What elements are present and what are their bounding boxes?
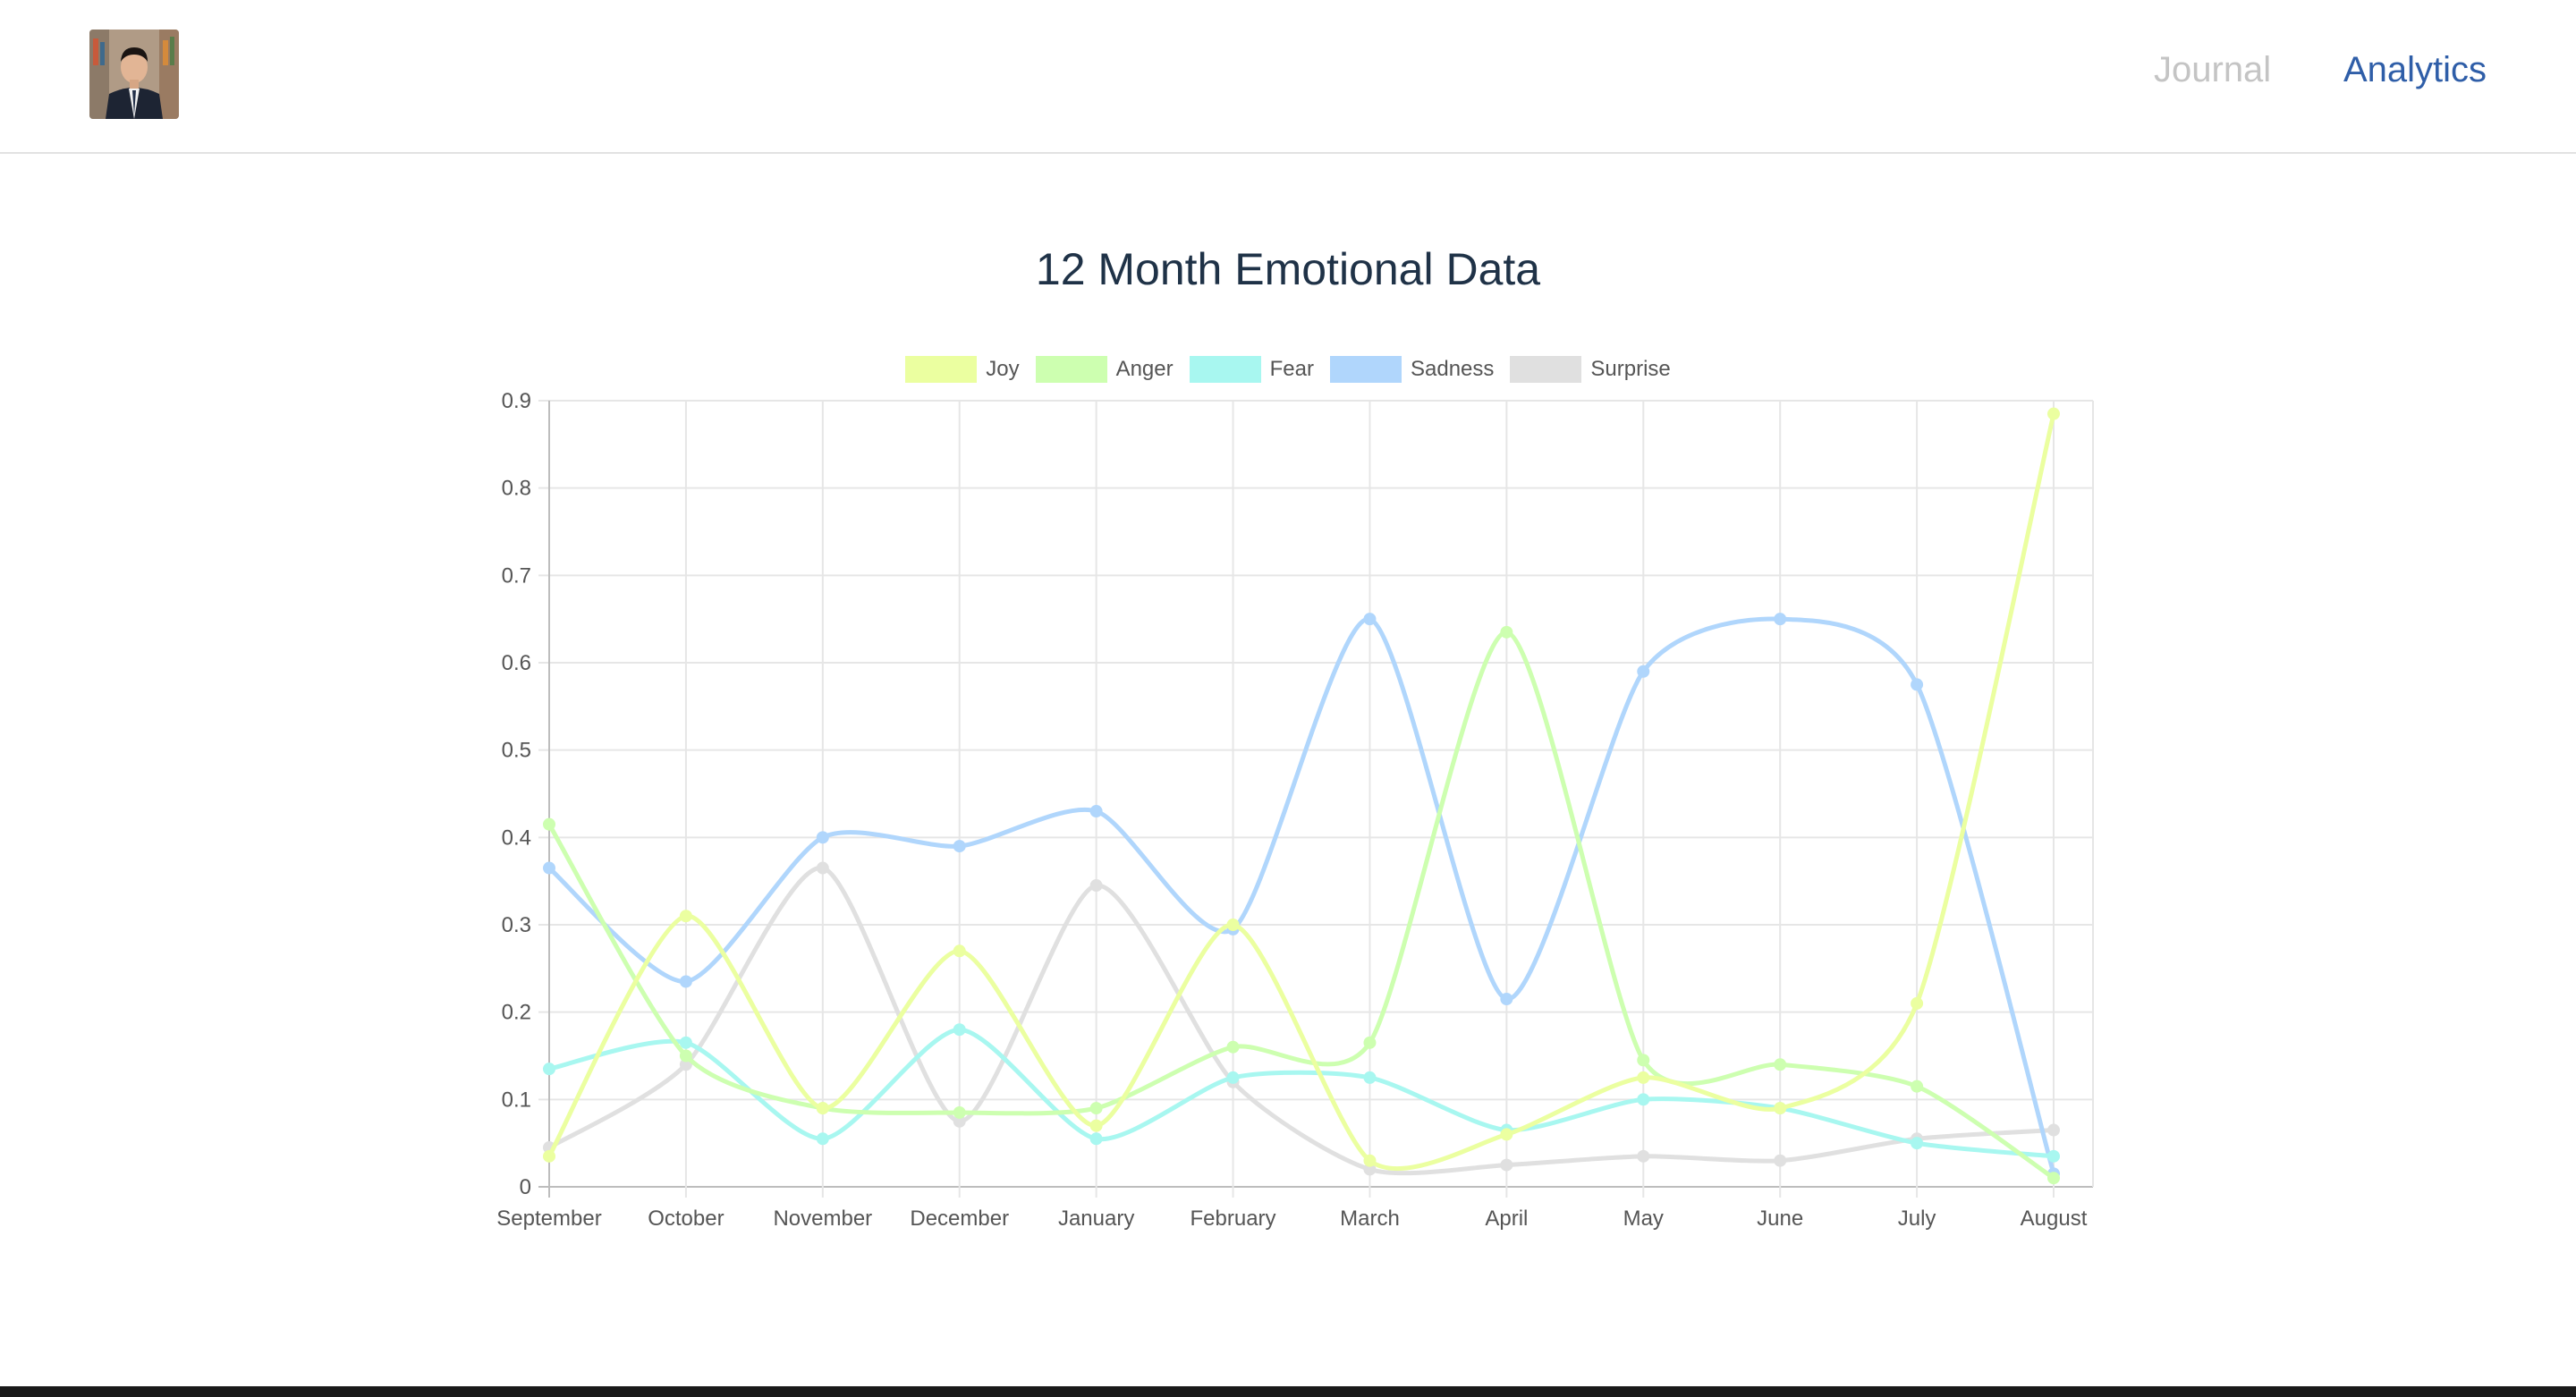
x-tick-label: August (2021, 1206, 2088, 1231)
series-line-surprise (547, 866, 2055, 1176)
data-point-sadness (953, 840, 966, 853)
x-tick-label: April (1485, 1206, 1528, 1231)
data-point-joy (816, 1102, 829, 1115)
data-point-sadness (1774, 613, 1787, 626)
data-point-surprise (816, 861, 829, 875)
data-point-surprise (1774, 1154, 1787, 1167)
data-point-surprise (2047, 1123, 2060, 1137)
data-point-anger (1226, 1040, 1240, 1054)
y-tick-label: 0.4 (502, 826, 531, 850)
data-point-anger (1500, 625, 1513, 639)
x-tick-label: July (1898, 1206, 1936, 1231)
chart-legend: Joy Anger Fear Sadness Surprise (0, 356, 2576, 383)
avatar-photo (89, 30, 179, 119)
legend-item-surprise[interactable]: Surprise (1510, 356, 1671, 383)
y-tick-label: 0.1 (502, 1088, 531, 1112)
legend-swatch-surprise (1510, 356, 1582, 383)
nav-link-journal[interactable]: Journal (2154, 50, 2272, 89)
data-point-sadness (1500, 993, 1513, 1006)
y-tick-label: 0.2 (502, 1001, 531, 1025)
y-tick-label: 0.9 (502, 389, 531, 413)
series-line-anger (547, 630, 2055, 1181)
x-tick-label: January (1058, 1206, 1134, 1231)
legend-label-sadness: Sadness (1410, 357, 1495, 381)
legend-swatch-fear (1189, 356, 1261, 383)
legend-label-surprise: Surprise (1590, 357, 1671, 381)
data-point-fear (953, 1023, 966, 1037)
series-line-sadness (547, 616, 2056, 1175)
y-tick-label: 0 (520, 1175, 531, 1199)
legend-item-sadness[interactable]: Sadness (1329, 356, 1495, 383)
data-point-anger (1637, 1054, 1650, 1067)
data-point-sadness (1911, 678, 1924, 691)
x-tick-label: September (496, 1206, 601, 1231)
x-tick-label: December (910, 1206, 1009, 1231)
window-bottom-edge (0, 1386, 2576, 1397)
data-point-fear (1226, 1071, 1240, 1084)
data-point-anger (1774, 1058, 1787, 1071)
data-point-joy (543, 1149, 555, 1163)
legend-item-fear[interactable]: Fear (1189, 356, 1314, 383)
y-tick-label: 0.3 (502, 913, 531, 937)
data-point-joy (1226, 919, 1240, 931)
data-point-surprise (1500, 1158, 1513, 1172)
data-point-joy (1911, 996, 1924, 1010)
data-point-fear (2047, 1149, 2060, 1163)
data-point-anger (2047, 1172, 2060, 1185)
data-point-anger (679, 1049, 692, 1063)
data-point-anger (1363, 1036, 1377, 1049)
legend-swatch-anger (1035, 356, 1107, 383)
y-tick-label: 0.6 (502, 651, 531, 675)
legend-swatch-joy (905, 356, 978, 383)
legend-item-anger[interactable]: Anger (1035, 356, 1174, 383)
x-tick-label: March (1340, 1206, 1400, 1231)
data-point-fear (679, 1036, 692, 1049)
x-tick-label: May (1623, 1206, 1664, 1231)
data-point-anger (1089, 1102, 1103, 1115)
data-point-joy (2047, 407, 2060, 420)
y-tick-label: 0.5 (502, 739, 531, 763)
data-point-fear (1637, 1093, 1650, 1106)
data-point-joy (1363, 1154, 1377, 1167)
legend-label-fear: Fear (1269, 357, 1314, 381)
legend-label-anger: Anger (1115, 357, 1174, 381)
data-point-anger (953, 1105, 966, 1119)
data-point-sadness (543, 861, 555, 875)
data-point-surprise (1089, 879, 1103, 893)
data-point-fear (543, 1063, 555, 1076)
data-point-fear (1911, 1137, 1924, 1150)
data-point-surprise (1637, 1149, 1650, 1163)
x-tick-label: November (773, 1206, 872, 1231)
data-point-anger (1911, 1080, 1924, 1093)
data-point-sadness (679, 975, 692, 988)
legend-item-joy[interactable]: Joy (905, 356, 1020, 383)
line-chart: 0 0.1 0.2 0.3 0.4 0.5 0.6 0.7 0.8 0.9 September Oct… (496, 389, 2094, 1231)
data-point-joy (1089, 1119, 1103, 1132)
user-avatar[interactable] (89, 30, 179, 119)
chart-title: 12 Month Emotional Data (1035, 244, 1541, 294)
data-point-anger (543, 817, 555, 831)
data-point-sadness (1089, 805, 1103, 818)
data-point-fear (1089, 1132, 1103, 1146)
data-point-sadness (816, 831, 829, 844)
data-point-joy (1500, 1128, 1513, 1141)
data-point-sadness (1637, 665, 1650, 678)
y-tick-label: 0.7 (502, 563, 531, 588)
x-tick-label: February (1191, 1206, 1276, 1231)
series-line-joy (547, 413, 2056, 1172)
nav-link-analytics[interactable]: Analytics (2343, 50, 2487, 89)
data-point-sadness (1363, 613, 1377, 626)
data-point-fear (816, 1132, 829, 1146)
x-tick-label: June (1757, 1206, 1803, 1231)
legend-swatch-sadness (1329, 356, 1402, 383)
x-tick-label: October (648, 1206, 724, 1231)
data-point-joy (1637, 1071, 1650, 1084)
data-point-joy (679, 910, 692, 923)
top-navbar: Journal Analytics (0, 0, 2576, 154)
data-point-joy (1774, 1102, 1787, 1115)
y-tick-label: 0.8 (502, 477, 531, 501)
data-point-joy (953, 944, 966, 958)
data-point-fear (1363, 1071, 1377, 1084)
legend-label-joy: Joy (986, 357, 1020, 381)
